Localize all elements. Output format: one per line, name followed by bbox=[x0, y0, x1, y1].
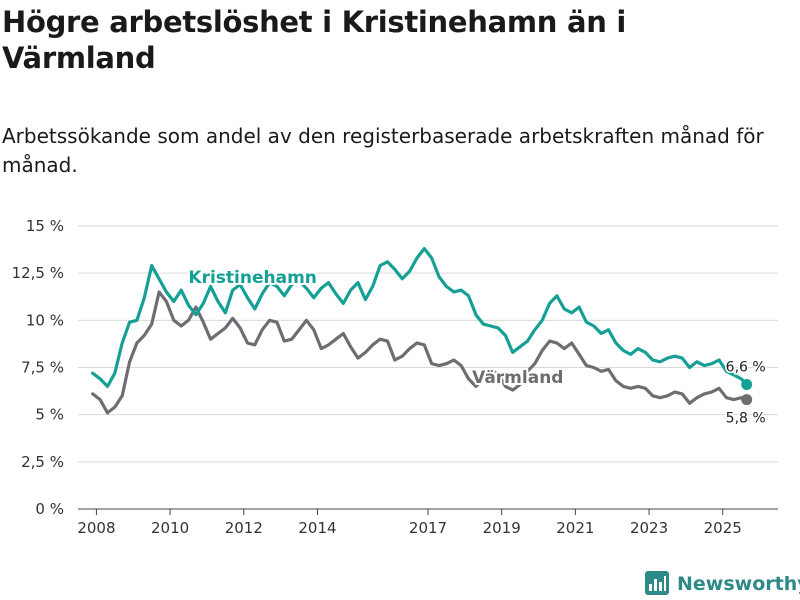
end-label-varmland: 5,8 % bbox=[726, 411, 766, 427]
y-tick-label: 15 % bbox=[26, 217, 64, 235]
series-lines bbox=[91, 247, 753, 415]
chart-subtitle: Arbetssökande som andel av den registerb… bbox=[2, 124, 764, 177]
series-line-varmland bbox=[91, 290, 749, 415]
x-tick-label: 2021 bbox=[556, 519, 594, 537]
brand-name: Newsworthy bbox=[677, 573, 800, 595]
chart-title: Högre arbetslöshet i Kristinehamn än i V… bbox=[2, 5, 626, 75]
y-tick-label: 5 % bbox=[35, 406, 64, 424]
y-tick-label: 2,5 % bbox=[21, 453, 64, 471]
x-tick-label: 2017 bbox=[409, 519, 447, 537]
x-tick-label: 2008 bbox=[77, 519, 115, 537]
series-labels: Kristinehamn 6,6 % Värmland 5,8 % bbox=[186, 266, 767, 428]
end-point-kristinehamn bbox=[741, 378, 753, 390]
series-label-varmland: Värmland bbox=[472, 368, 563, 388]
brand-logo[interactable]: Newsworthy bbox=[645, 571, 800, 595]
bar-chart-logo-icon bbox=[645, 571, 669, 595]
x-tick-label: 2023 bbox=[630, 519, 668, 537]
series-line-kristinehamn bbox=[91, 247, 749, 388]
x-tick-label: 2025 bbox=[704, 519, 742, 537]
gridlines bbox=[78, 225, 778, 463]
y-axis-ticks: 0 % 2,5 % 5 % 7,5 % 10 % 12,5 % 15 % bbox=[12, 217, 64, 518]
x-axis-ticks: 2008 2010 2012 2014 2017 2019 2021 2023 2025 bbox=[77, 509, 742, 537]
end-point-varmland bbox=[741, 394, 753, 406]
x-tick-label: 2010 bbox=[151, 519, 189, 537]
y-tick-label: 7,5 % bbox=[21, 359, 64, 377]
series-label-kristinehamn: Kristinehamn bbox=[188, 268, 316, 288]
x-tick-label: 2012 bbox=[225, 519, 263, 537]
y-tick-label: 0 % bbox=[35, 500, 64, 518]
end-label-kristinehamn: 6,6 % bbox=[726, 359, 766, 375]
y-tick-label: 12,5 % bbox=[12, 264, 64, 282]
y-tick-label: 10 % bbox=[26, 311, 64, 329]
x-tick-label: 2014 bbox=[298, 519, 336, 537]
x-tick-label: 2019 bbox=[483, 519, 521, 537]
